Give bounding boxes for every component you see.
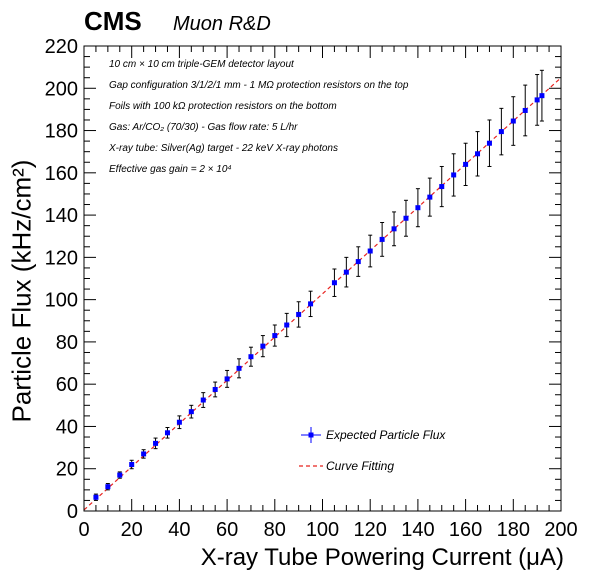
error-bars-layer	[93, 69, 544, 501]
y-axis-ticks: 0 20 40 60 80 100 120 140 160 180 200 220	[45, 36, 561, 523]
x-tick-label: 0	[78, 519, 89, 541]
data-point	[343, 269, 349, 275]
data-point	[475, 151, 481, 157]
data-point	[248, 354, 254, 360]
data-point	[224, 376, 230, 382]
data-point	[427, 194, 433, 200]
data-point	[539, 93, 545, 99]
x-tick-label: 80	[264, 519, 286, 541]
y-tick-label: 160	[45, 163, 78, 185]
data-point	[176, 419, 182, 425]
data-point	[463, 161, 469, 167]
data-point	[308, 301, 314, 307]
data-point	[415, 205, 421, 211]
legend-mark-point	[308, 432, 314, 438]
data-point	[164, 430, 170, 436]
x-tick-label: 180	[497, 519, 530, 541]
data-point	[391, 226, 397, 232]
data-point	[117, 472, 123, 478]
data-point	[212, 386, 218, 392]
y-tick-label: 0	[67, 501, 78, 523]
data-point	[296, 311, 302, 317]
data-point	[331, 280, 337, 286]
annotation-xray-tube: X-ray tube: Silver(Ag) target - 22 keV X…	[109, 143, 338, 154]
x-axis-title: X-ray Tube Powering Current (μA)	[200, 544, 564, 571]
data-point	[129, 462, 135, 467]
data-point	[236, 365, 242, 371]
fit-curve-layer	[83, 77, 562, 511]
data-point	[141, 451, 147, 457]
x-tick-label: 200	[544, 519, 577, 541]
x-tick-label: 160	[449, 519, 482, 541]
y-tick-label: 200	[45, 78, 78, 100]
data-point	[403, 215, 409, 221]
data-point	[188, 409, 194, 415]
y-tick-label: 120	[45, 247, 78, 269]
data-point	[284, 322, 290, 328]
y-tick-label: 100	[45, 290, 78, 312]
data-point	[510, 118, 516, 124]
data-point	[451, 172, 457, 178]
data-point	[200, 397, 206, 403]
legend-marks	[299, 427, 323, 467]
data-point	[379, 236, 385, 242]
data-point	[534, 97, 540, 103]
annotation-detector-layout: 10 cm × 10 cm triple-GEM detector layout	[109, 59, 294, 70]
y-axis-title-text: Particle Flux (kHz/cm²)	[6, 159, 37, 423]
x-tick-label: 20	[121, 519, 143, 541]
y-tick-label: 80	[56, 332, 78, 354]
experiment-label: CMS	[84, 6, 142, 36]
annotation-gas: Gas: Ar/CO₂ (70/30) - Gas flow rate: 5 L…	[109, 122, 298, 133]
data-point	[260, 343, 266, 349]
legend-label-curve-fitting: Curve Fitting	[326, 459, 395, 473]
y-tick-label: 140	[45, 205, 78, 227]
y-axis-title: Particle Flux (kHz/cm²)	[2, 0, 42, 582]
y-tick-label: 180	[45, 121, 78, 143]
y-tick-label: 20	[56, 459, 78, 481]
fit-line	[83, 77, 562, 511]
data-point	[486, 140, 492, 146]
data-point	[355, 259, 361, 265]
y-tick-label: 220	[45, 36, 78, 58]
data-point	[522, 107, 528, 113]
x-tick-label: 100	[306, 519, 339, 541]
data-point	[498, 129, 504, 135]
data-point	[439, 184, 445, 190]
data-point	[93, 494, 99, 500]
x-tick-label: 40	[168, 519, 190, 541]
annotation-gas-gain: Effective gas gain = 2 × 10⁴	[109, 164, 232, 175]
x-tick-label: 140	[401, 519, 434, 541]
y-tick-label: 60	[56, 374, 78, 396]
x-tick-label: 60	[216, 519, 238, 541]
data-point	[105, 484, 111, 490]
experiment-subtitle: Muon R&D	[173, 13, 271, 35]
data-point	[153, 440, 159, 446]
y-tick-label: 40	[56, 416, 78, 438]
data-point	[272, 333, 278, 339]
legend-label-expected-flux: Expected Particle Flux	[326, 428, 446, 442]
data-points-layer	[93, 93, 545, 500]
annotation-foils: Foils with 100 kΩ protection resistors o…	[109, 101, 337, 112]
x-axis-ticks: 0 20 40 60 80 100 120 140 160 180 200	[78, 46, 578, 541]
x-tick-label: 120	[354, 519, 387, 541]
data-point	[367, 248, 373, 254]
annotation-gap-configuration: Gap configuration 3/1/2/1 mm - 1 MΩ prot…	[109, 80, 409, 91]
